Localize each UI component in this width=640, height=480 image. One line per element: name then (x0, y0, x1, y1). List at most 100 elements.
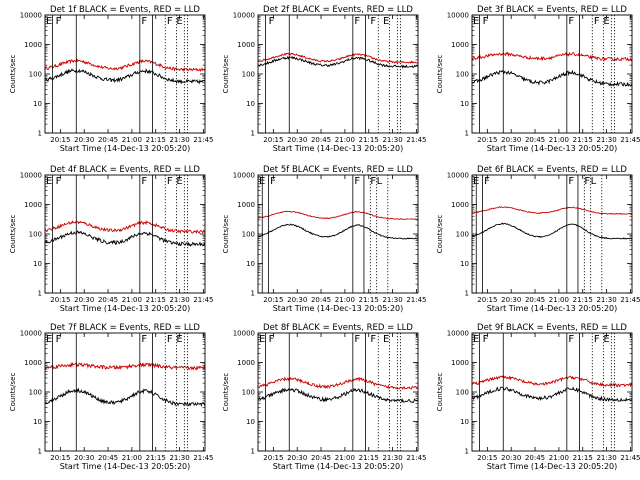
y-tick-label: 100 (242, 71, 255, 79)
x-tick-label: 21:30 (382, 454, 402, 462)
lld-series-line (471, 51, 633, 62)
y-tick-label: 1000 (237, 359, 255, 367)
y-tick-label: 10000 (233, 330, 255, 338)
marker-letter: F (270, 176, 276, 187)
panel-title: Det 2f BLACK = Events, RED = LLD (263, 5, 413, 15)
x-tick-label: 20:45 (311, 136, 331, 144)
x-axis-label: Start Time (14-Dec-13 20:05:20) (60, 144, 191, 153)
x-axis-label: Start Time (14-Dec-13 20:05:20) (60, 304, 191, 313)
x-tick-label: 21:15 (146, 296, 166, 304)
lld-series-line (44, 361, 206, 371)
x-tick-label: 21:45 (406, 296, 426, 304)
y-tick-label: 1000 (237, 41, 255, 49)
y-tick-label: 100 (29, 389, 42, 397)
y-tick-label: 10000 (447, 172, 469, 180)
marker-letter: E (603, 16, 609, 27)
detector-panel-4: Det 4f BLACK = Events, RED = LLD Counts/s… (9, 165, 214, 313)
y-tick-label: 10 (33, 418, 42, 426)
x-tick-label: 21:45 (620, 454, 640, 462)
y-tick-label: 1 (251, 448, 255, 456)
x-tick-label: 21:30 (169, 454, 189, 462)
panel-title: Det 9f BLACK = Events, RED = LLD (477, 323, 627, 333)
marker-letter: E (176, 176, 182, 187)
y-tick-label: 10 (246, 418, 255, 426)
events-series-line (471, 386, 633, 403)
detector-panel-7: Det 7f BLACK = Events, RED = LLD Counts/s… (9, 323, 214, 471)
plot-frame (257, 332, 419, 452)
y-tick-label: 1000 (24, 359, 42, 367)
y-tick-label: 1 (38, 130, 42, 138)
x-tick-label: 21:15 (573, 296, 593, 304)
marker-letter: E (176, 16, 182, 27)
x-tick-label: 20:45 (311, 454, 331, 462)
y-tick-label: 1 (251, 130, 255, 138)
x-tick-label: 20:30 (501, 454, 521, 462)
marker-letter: F (584, 176, 590, 187)
marker-letter: L (591, 176, 597, 187)
marker-letter: E (259, 176, 265, 187)
x-tick-label: 20:15 (477, 296, 497, 304)
y-tick-label: 10 (246, 100, 255, 108)
y-tick-label: 100 (456, 389, 469, 397)
lld-series-line (257, 376, 419, 391)
x-tick-label: 20:15 (263, 454, 283, 462)
x-tick-label: 21:15 (573, 136, 593, 144)
marker-letter: E (603, 334, 609, 345)
x-tick-label: 20:30 (287, 296, 307, 304)
x-tick-label: 21:15 (146, 454, 166, 462)
panel-title: Det 1f BLACK = Events, RED = LLD (50, 5, 200, 15)
marker-letter: F (354, 16, 360, 27)
y-tick-label: 10000 (447, 330, 469, 338)
x-axis-label: Start Time (14-Dec-13 20:05:20) (487, 462, 618, 471)
marker-letter: F (354, 176, 360, 187)
events-series-line (44, 68, 206, 85)
lld-series-line (471, 206, 633, 215)
x-tick-label: 21:15 (359, 136, 379, 144)
y-axis-label: Counts/sec (222, 215, 230, 254)
x-axis-label: Start Time (14-Dec-13 20:05:20) (273, 304, 404, 313)
y-tick-label: 1000 (24, 201, 42, 209)
x-tick-label: 21:45 (620, 136, 640, 144)
y-tick-label: 1000 (237, 201, 255, 209)
marker-letter: E (46, 16, 52, 27)
x-tick-label: 21:00 (122, 136, 142, 144)
marker-letter: F (269, 334, 275, 345)
x-tick-label: 20:45 (525, 296, 545, 304)
x-tick-label: 21:30 (596, 136, 616, 144)
detector-panel-3: Det 3f BLACK = Events, RED = LLD Counts/s… (436, 5, 640, 153)
y-tick-label: 10 (460, 260, 469, 268)
marker-letter: F (56, 334, 62, 345)
x-tick-label: 20:15 (50, 454, 70, 462)
y-axis-label: Counts/sec (222, 55, 230, 94)
x-tick-label: 21:45 (193, 296, 213, 304)
y-tick-label: 100 (29, 231, 42, 239)
plot-frame (257, 174, 419, 294)
y-tick-label: 10000 (20, 330, 42, 338)
x-tick-label: 20:15 (477, 454, 497, 462)
marker-letter: F (167, 334, 173, 345)
x-tick-label: 21:30 (596, 296, 616, 304)
y-tick-label: 100 (456, 71, 469, 79)
panel-title: Det 7f BLACK = Events, RED = LLD (50, 323, 200, 333)
x-tick-label: 21:30 (169, 136, 189, 144)
y-tick-label: 1 (465, 130, 469, 138)
panel-title: Det 4f BLACK = Events, RED = LLD (50, 165, 200, 175)
x-tick-label: 20:45 (525, 454, 545, 462)
marker-letter: E (176, 334, 182, 345)
detector-panel-5: Det 5f BLACK = Events, RED = LLD Counts/s… (222, 165, 427, 313)
detector-panel-6: Det 6f BLACK = Events, RED = LLD Counts/s… (436, 165, 640, 313)
x-tick-label: 20:30 (501, 296, 521, 304)
y-tick-label: 1000 (451, 201, 469, 209)
detector-panel-9: Det 9f BLACK = Events, RED = LLD Counts/s… (436, 323, 640, 471)
y-tick-label: 100 (29, 71, 42, 79)
x-tick-label: 20:30 (74, 454, 94, 462)
plot-frame (471, 332, 633, 452)
events-series-line (471, 69, 633, 87)
x-tick-label: 21:45 (620, 296, 640, 304)
y-tick-label: 10 (33, 100, 42, 108)
x-tick-label: 21:00 (549, 136, 569, 144)
y-tick-label: 100 (242, 389, 255, 397)
x-axis-label: Start Time (14-Dec-13 20:05:20) (273, 462, 404, 471)
y-axis-label: Counts/sec (436, 215, 444, 254)
lld-series-line (257, 52, 419, 64)
